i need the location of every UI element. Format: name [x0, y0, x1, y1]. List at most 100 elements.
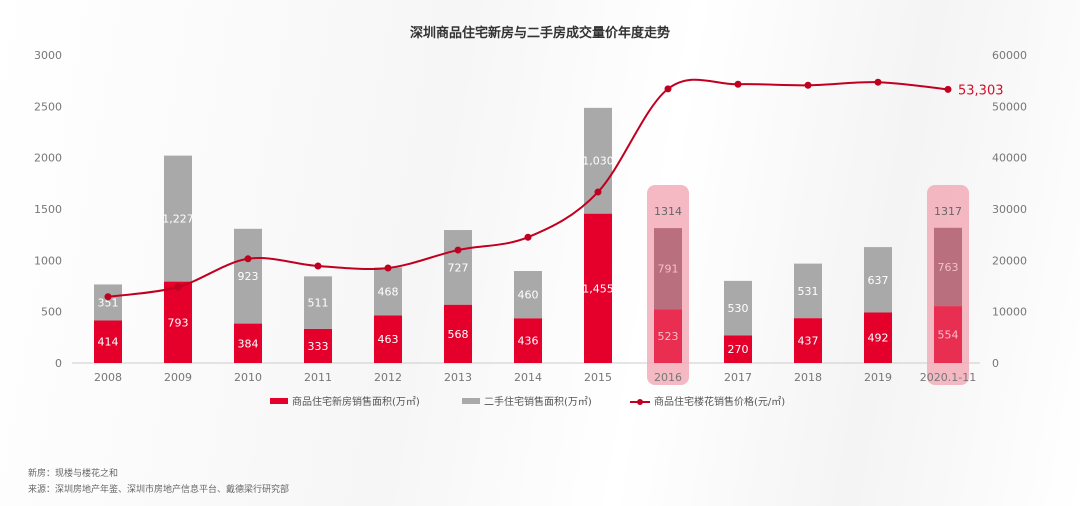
new-house-label: 384 — [238, 337, 259, 350]
left-tick-label: 500 — [41, 306, 62, 319]
x-tick-label: 2009 — [164, 371, 192, 384]
left-tick-label: 2500 — [34, 100, 62, 113]
second-hand-bar — [444, 230, 472, 305]
note-new-house: 新房：现楼与楼花之和 — [28, 469, 119, 479]
price-point — [944, 85, 952, 93]
second-hand-bar — [94, 284, 122, 321]
second-hand-label: 727 — [448, 261, 469, 274]
new-house-bar — [934, 306, 962, 363]
new-house-bar — [94, 320, 122, 363]
left-tick-label: 0 — [55, 357, 62, 370]
new-house-bar — [304, 328, 332, 363]
new-house-label: 436 — [518, 335, 539, 348]
second-hand-bar — [654, 228, 682, 310]
x-tick-label: 2011 — [304, 371, 332, 384]
second-hand-bar — [164, 155, 192, 282]
x-tick-label: 2017 — [724, 371, 752, 384]
chart-title: 深圳商品住宅新房与二手房成交量价年度走势 — [410, 25, 670, 41]
second-hand-label: 1,030 — [582, 155, 614, 168]
price-point — [524, 233, 532, 241]
new-house-label: 270 — [728, 343, 749, 356]
right-tick-label: 50000 — [992, 100, 1027, 113]
x-tick-label: 2018 — [794, 371, 822, 384]
x-tick-label: 2014 — [514, 371, 542, 384]
new-house-label: 1,455 — [582, 282, 614, 295]
right-tick-label: 40000 — [992, 152, 1027, 165]
right-tick-label: 30000 — [992, 203, 1027, 216]
left-tick-label: 3000 — [34, 49, 62, 62]
price-point — [314, 262, 322, 270]
legend-second-hand-swatch — [462, 398, 480, 404]
x-tick-label: 2016 — [654, 371, 682, 384]
second-hand-label: 531 — [798, 285, 819, 298]
new-house-bar — [444, 304, 472, 363]
second-hand-bar — [374, 267, 402, 316]
second-hand-label: 530 — [728, 302, 749, 315]
second-hand-bar — [234, 228, 262, 324]
right-tick-label: 20000 — [992, 254, 1027, 267]
new-house-bar — [654, 309, 682, 363]
new-house-bar — [234, 323, 262, 363]
left-tick-label: 2000 — [34, 152, 62, 165]
new-house-bar — [374, 315, 402, 363]
second-hand-bar — [724, 280, 752, 336]
new-house-bar — [514, 318, 542, 363]
second-hand-label: 763 — [938, 261, 959, 274]
new-house-bar — [864, 312, 892, 363]
left-tick-label: 1000 — [34, 254, 62, 267]
x-tick-label: 2013 — [444, 371, 472, 384]
second-hand-label: 1,227 — [162, 213, 194, 226]
legend-new-house-swatch — [270, 398, 288, 404]
x-tick-label: 2008 — [94, 371, 122, 384]
right-tick-label: 60000 — [992, 49, 1027, 62]
second-hand-label: 791 — [658, 263, 679, 276]
right-tick-label: 0 — [992, 357, 999, 370]
new-house-bar — [794, 318, 822, 363]
new-house-label: 523 — [658, 330, 679, 343]
x-tick-label: 2012 — [374, 371, 402, 384]
x-tick-label: 2015 — [584, 371, 612, 384]
x-tick-label: 2020.1-11 — [920, 371, 976, 384]
left-tick-label: 1500 — [34, 203, 62, 216]
x-tick-label: 2019 — [864, 371, 892, 384]
second-hand-bar — [514, 271, 542, 319]
second-hand-bar — [934, 227, 962, 307]
price-point — [594, 188, 602, 196]
price-point — [244, 255, 252, 263]
price-point — [384, 264, 392, 272]
note-source: 来源：深圳房地产年鉴、深圳市房地产信息平台、戴德梁行研究部 — [28, 485, 290, 495]
new-house-label: 414 — [98, 336, 119, 349]
second-hand-label: 511 — [308, 297, 329, 310]
second-hand-label: 923 — [238, 270, 259, 283]
price-point — [454, 246, 462, 254]
new-house-label: 437 — [798, 335, 819, 348]
second-hand-label: 637 — [868, 274, 889, 287]
legend-price-marker — [637, 399, 643, 405]
price-point — [804, 81, 812, 89]
price-point — [104, 293, 112, 301]
new-house-label: 463 — [378, 333, 399, 346]
second-hand-bar — [584, 107, 612, 214]
second-hand-label: 460 — [518, 289, 539, 302]
price-point — [174, 283, 182, 291]
second-hand-bar — [864, 247, 892, 313]
legend-price: 商品住宅楼花销售价格(元/㎡) — [654, 395, 785, 408]
total-label: 1317 — [934, 205, 962, 218]
new-house-label: 333 — [308, 340, 329, 353]
new-house-label: 492 — [868, 332, 889, 345]
x-tick-label: 2010 — [234, 371, 262, 384]
right-tick-label: 10000 — [992, 306, 1027, 319]
new-house-label: 554 — [938, 329, 959, 342]
new-house-label: 793 — [168, 316, 189, 329]
legend-second-hand: 二手住宅销售面积(万㎡) — [484, 395, 592, 408]
price-point — [734, 80, 742, 88]
new-house-bar — [164, 281, 192, 363]
price-point — [874, 78, 882, 86]
legend-new-house: 商品住宅新房销售面积(万㎡) — [292, 395, 420, 408]
new-house-bar — [724, 335, 752, 363]
end-price-label: 53,303 — [958, 83, 1004, 98]
second-hand-bar — [304, 276, 332, 329]
new-house-bar — [584, 213, 612, 363]
total-label: 1314 — [654, 205, 682, 218]
